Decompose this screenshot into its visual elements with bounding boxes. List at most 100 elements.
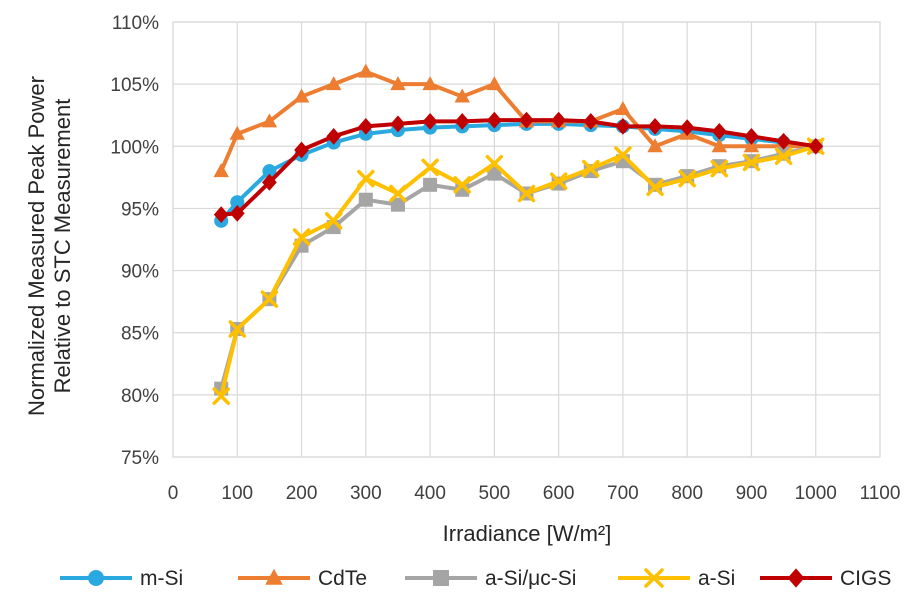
series-line-a-si-c-si	[219, 144, 817, 390]
data-point	[774, 147, 793, 165]
x-tick-label: 800	[671, 483, 703, 504]
data-point	[615, 100, 631, 115]
y-tick-label: 85%	[121, 324, 159, 345]
legend-label: a-Si	[698, 567, 735, 590]
data-point	[808, 137, 824, 155]
data-point-stroke	[742, 153, 761, 172]
data-point	[228, 320, 247, 338]
data-point	[213, 163, 229, 178]
x-tick-label: 900	[736, 483, 768, 504]
data-point-stroke	[324, 212, 343, 230]
y-tick-label: 100%	[110, 137, 159, 158]
data-point	[787, 568, 805, 588]
data-point	[615, 118, 631, 135]
data-point	[358, 63, 374, 78]
data-point	[358, 118, 374, 135]
data-point	[678, 169, 696, 188]
data-point	[710, 159, 729, 178]
data-point	[583, 113, 599, 130]
data-point	[423, 177, 438, 192]
series-line-m-si	[219, 121, 816, 223]
y-tick-label: 80%	[121, 386, 159, 407]
x-tick-label: 500	[479, 483, 511, 504]
legend-label: CdTe	[318, 567, 367, 590]
data-point-stroke	[517, 184, 536, 203]
y-axis-title: Normalized Measured Peak Power Relative …	[24, 76, 75, 416]
y-tick-label: 90%	[121, 262, 159, 283]
data-point-stroke	[389, 184, 407, 203]
data-point	[551, 111, 566, 129]
legend-label: CIGS	[840, 567, 891, 590]
y-axis-title-line-2: Relative to STC Measurement	[50, 99, 75, 394]
data-point	[262, 164, 277, 179]
data-point	[324, 212, 343, 230]
data-point	[644, 568, 664, 588]
data-point	[229, 205, 245, 222]
data-point	[389, 184, 407, 203]
data-point	[422, 113, 438, 130]
data-point-stroke	[549, 172, 568, 190]
data-point-stroke	[644, 568, 664, 588]
data-point	[390, 76, 406, 91]
series-line-a-si	[219, 144, 817, 397]
legend-item-a-si-c-si: a-Si/μc-Si	[405, 567, 576, 590]
y-axis-ticks: 75% 80% 85% 90% 95% 100% 105% 110%	[110, 13, 159, 469]
data-point	[88, 570, 104, 586]
data-point	[421, 158, 439, 177]
data-point	[261, 113, 278, 128]
x-tick-label: 400	[414, 483, 446, 504]
x-axis-title: Irradiance [W/m²]	[443, 521, 612, 546]
data-point	[711, 122, 727, 140]
data-point	[422, 76, 438, 91]
data-point-stroke	[774, 147, 793, 165]
data-point-stroke	[678, 169, 696, 188]
series-line-cdte	[219, 69, 816, 172]
x-tick-label: 300	[350, 483, 382, 504]
data-point	[486, 76, 503, 91]
data-point	[433, 570, 449, 586]
data-point	[647, 118, 663, 135]
x-tick-label: 0	[168, 483, 179, 504]
y-tick-label: 110%	[112, 13, 159, 34]
data-point	[213, 206, 229, 224]
data-point	[454, 113, 470, 130]
x-tick-label: 1000	[795, 483, 837, 504]
grid	[172, 21, 881, 458]
series-cigs	[213, 111, 824, 224]
y-tick-label: 75%	[121, 448, 159, 469]
data-point-stroke	[260, 290, 279, 308]
y-tick-label: 95%	[121, 199, 159, 220]
data-point	[357, 169, 375, 188]
legend: m-Si CdTe a-Si/μc-Si a-Si CIGS	[60, 567, 891, 590]
data-point	[614, 146, 632, 164]
data-point	[517, 184, 536, 203]
data-point	[390, 197, 405, 212]
x-tick-label: 700	[607, 483, 639, 504]
data-point	[265, 568, 283, 585]
x-tick-label: 1100	[860, 483, 901, 504]
data-point	[292, 228, 311, 246]
data-point-stroke	[421, 158, 439, 177]
data-point-stroke	[453, 176, 471, 194]
data-point	[294, 141, 309, 159]
data-point-stroke	[485, 154, 504, 173]
x-tick-label: 100	[221, 483, 253, 504]
data-point-stroke	[292, 228, 311, 246]
legend-item-a-si: a-Si	[618, 567, 735, 590]
y-tick-label: 105%	[110, 75, 159, 96]
data-point	[390, 115, 406, 133]
legend-item-m-si: m-Si	[60, 567, 183, 590]
plot-area-border	[172, 21, 881, 458]
x-tick-label: 600	[543, 483, 575, 504]
data-point	[743, 138, 760, 153]
legend-label: a-Si/μc-Si	[485, 567, 576, 590]
data-point	[549, 172, 568, 190]
data-point	[646, 178, 664, 197]
data-point	[453, 176, 471, 194]
data-point	[647, 138, 663, 153]
data-point-stroke	[228, 320, 247, 338]
data-point	[776, 132, 791, 150]
data-point	[229, 125, 245, 140]
data-point-stroke	[357, 169, 375, 188]
